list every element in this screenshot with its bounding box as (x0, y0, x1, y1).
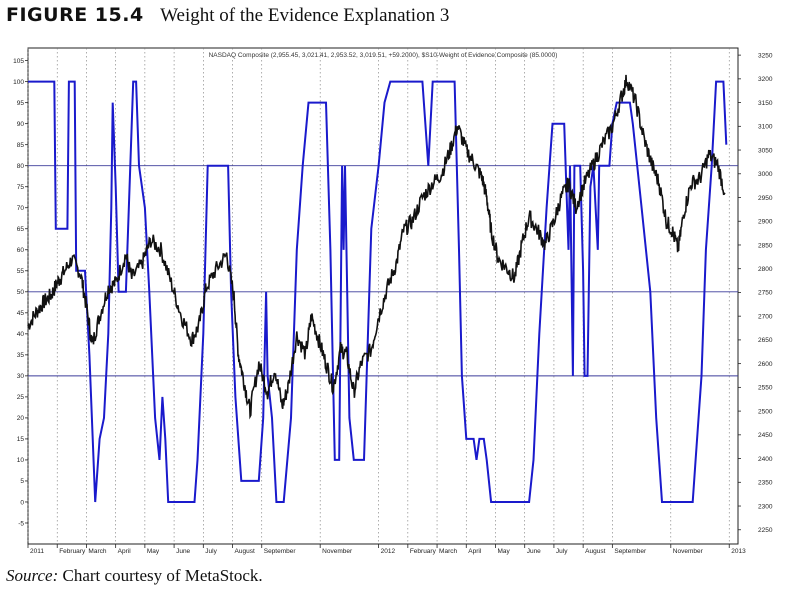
right-tick-label: 3150 (758, 100, 773, 107)
right-tick-label: 2800 (758, 266, 773, 273)
left-tick-label: 80 (17, 163, 25, 170)
figure-title: Weight of the Evidence Explanation 3 (160, 5, 450, 26)
left-tick-label: 95 (17, 100, 25, 107)
left-tick-label: 55 (17, 268, 25, 275)
right-tick-label: 2700 (758, 313, 773, 320)
right-tick-label: 2600 (758, 361, 773, 368)
left-tick-label: 100 (13, 79, 24, 86)
left-tick-label: 20 (17, 415, 25, 422)
x-tick-label: November (673, 548, 704, 555)
x-tick-label: August (235, 548, 255, 555)
series-layer (27, 74, 728, 503)
left-tick-label: 65 (17, 226, 25, 233)
x-tick-label: September (264, 548, 297, 555)
right-tick-label: 2550 (758, 385, 773, 392)
left-tick-label: 105 (13, 58, 24, 65)
right-tick-label: 2300 (758, 503, 773, 510)
right-axis: 2250 2300 2350 2400 2450 2500 2550 2600 2650 2700… (738, 52, 773, 534)
right-tick-label: 2400 (758, 456, 773, 463)
source-text: Chart courtesy of MetaStock. (62, 566, 263, 585)
chart-container: NASDAQ Composite (2,955.45, 3,021.41, 2,… (0, 40, 800, 560)
x-tick-label: July (205, 548, 217, 555)
weight-of-evidence-line (28, 80, 728, 503)
left-tick-label: -5 (18, 520, 24, 527)
left-tick-label: 85 (17, 142, 25, 149)
left-tick-label: 75 (17, 184, 25, 191)
x-tick-label: 2011 (30, 548, 44, 555)
x-tick-label: April (468, 548, 482, 555)
x-tick-label: February (410, 548, 437, 555)
left-tick-label: 15 (17, 436, 25, 443)
nasdaq-composite-line (27, 74, 726, 420)
x-tick-label: November (322, 548, 353, 555)
left-tick-label: 25 (17, 394, 25, 401)
x-tick-label: May (147, 548, 160, 555)
right-tick-label: 2350 (758, 480, 773, 487)
right-tick-label: 2650 (758, 337, 773, 344)
reference-lines (28, 165, 738, 377)
right-tick-label: 3250 (758, 52, 773, 59)
x-tick-label: March (439, 548, 457, 555)
x-tick-label: 2012 (381, 548, 396, 555)
chart-svg: NASDAQ Composite (2,955.45, 3,021.41, 2,… (13, 47, 773, 555)
right-tick-label: 3000 (758, 171, 773, 178)
right-tick-label: 2450 (758, 432, 773, 439)
left-tick-label: 5 (20, 478, 24, 485)
source-note: Source: Chart courtesy of MetaStock. (6, 566, 263, 586)
x-tick-label: 2013 (731, 548, 746, 555)
right-tick-label: 2250 (758, 527, 773, 534)
left-tick-label: 30 (17, 373, 25, 380)
left-tick-label: 90 (17, 121, 25, 128)
chart-title: NASDAQ Composite (2,955.45, 3,021.41, 2,… (209, 52, 558, 59)
right-tick-label: 3050 (758, 147, 773, 154)
x-tick-label: June (176, 548, 190, 555)
right-tick-label: 2750 (758, 290, 773, 297)
left-axis: -5 0 5 10 15 20 25 30 35 40 45 50 55 60 65 70 75 80 85 90 95… (13, 58, 28, 527)
x-tick-label: February (59, 548, 86, 555)
left-tick-label: 0 (20, 499, 24, 506)
x-tick-label: May (497, 548, 510, 555)
x-tick-label: June (527, 548, 541, 555)
right-tick-label: 2850 (758, 242, 773, 249)
x-tick-label: September (614, 548, 647, 555)
right-tick-label: 2900 (758, 219, 773, 226)
left-tick-label: 70 (17, 205, 25, 212)
figure-caption: FIGURE 15.4 Weight of the Evidence Expla… (6, 4, 449, 32)
right-tick-label: 2950 (758, 195, 773, 202)
grid-layer (27, 48, 730, 544)
left-tick-label: 35 (17, 352, 25, 359)
left-tick-label: 45 (17, 310, 25, 317)
left-tick-label: 40 (17, 331, 25, 338)
left-tick-label: 60 (17, 247, 25, 254)
x-tick-label: March (88, 548, 106, 555)
plot-background (27, 47, 739, 545)
right-tick-label: 3100 (758, 124, 773, 131)
source-label: Source: (6, 566, 59, 585)
left-tick-label: 10 (17, 457, 25, 464)
right-tick-label: 3200 (758, 76, 773, 83)
x-tick-label: August (585, 548, 605, 555)
left-tick-label: 50 (17, 289, 25, 296)
right-tick-label: 2500 (758, 408, 773, 415)
x-tick-label: July (556, 548, 568, 555)
figure-label: FIGURE 15.4 (6, 4, 144, 26)
x-axis: 2011 February March April May June July August S… (27, 544, 746, 555)
x-tick-label: April (118, 548, 132, 555)
